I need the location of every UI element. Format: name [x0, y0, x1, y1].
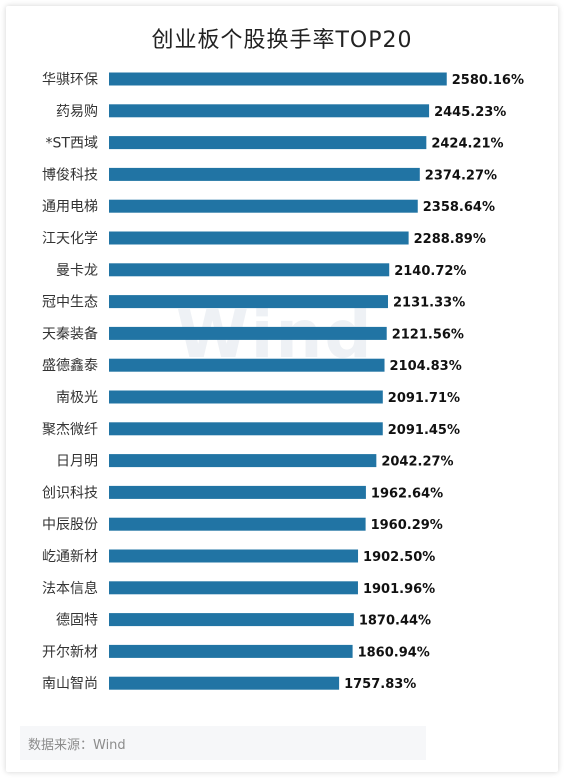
bar: [109, 485, 366, 499]
category-label: 通用电梯: [42, 199, 98, 215]
category-label: 聚杰微纤: [42, 422, 98, 438]
value-label: 1960.29%: [371, 518, 443, 533]
value-label: 2374.27%: [425, 168, 497, 183]
value-label: 2288.89%: [414, 232, 486, 247]
bar: [109, 199, 418, 213]
value-label: 2042.27%: [381, 455, 453, 470]
category-label: *ST西域: [46, 136, 98, 152]
bar: [109, 104, 430, 118]
category-label: 日月明: [56, 454, 98, 470]
value-label: 2091.45%: [388, 423, 460, 438]
bar: [109, 263, 390, 277]
category-label: 江天化学: [42, 231, 98, 247]
category-label: 盛德鑫泰: [42, 357, 98, 374]
bar: [109, 454, 377, 468]
bar: [109, 295, 388, 309]
chart-card: 创业板个股换手率TOP20 Wind 华骐环保 2580.16% 药易购 2445.2…: [6, 6, 558, 772]
value-label: 2445.23%: [434, 105, 506, 120]
category-label: 冠中生态: [42, 295, 98, 311]
bar: [109, 390, 383, 404]
bar: [109, 358, 385, 372]
category-label: 华骐环保: [42, 72, 98, 88]
bar: [109, 676, 340, 690]
bar: [109, 422, 383, 436]
chart-title: 创业板个股换手率TOP20: [151, 28, 413, 53]
bar: [109, 644, 353, 658]
value-label: 2131.33%: [393, 296, 465, 311]
value-label: 2121.56%: [392, 327, 464, 342]
value-label: 2091.71%: [388, 391, 460, 406]
category-label: 屹通新材: [42, 549, 98, 565]
category-label: 德固特: [56, 613, 98, 629]
bar: [109, 517, 366, 531]
category-label: 南山智尚: [42, 676, 98, 692]
bar: [109, 72, 447, 86]
value-label: 2358.64%: [423, 200, 495, 215]
bar: [109, 167, 420, 181]
value-label: 2104.83%: [390, 359, 462, 374]
bar: [109, 613, 354, 627]
value-label: 2140.72%: [394, 264, 466, 279]
value-label: 1757.83%: [344, 677, 416, 692]
value-label: 1962.64%: [371, 486, 443, 501]
category-label: 南极光: [56, 390, 98, 406]
source-note: 数据来源：Wind: [28, 738, 126, 753]
source-box: [20, 726, 426, 760]
category-label: 中辰股份: [42, 517, 98, 533]
value-label: 1901.96%: [363, 582, 435, 597]
value-label: 2424.21%: [431, 137, 503, 152]
bar: [109, 231, 409, 245]
bar-plot: 华骐环保 2580.16% 药易购 2445.23% *ST西域 2424.21% 博俊科技…: [42, 72, 524, 692]
value-label: 1870.44%: [359, 614, 431, 629]
bar: [109, 581, 358, 595]
value-label: 2580.16%: [452, 73, 524, 88]
bar: [109, 549, 359, 563]
category-label: 创识科技: [42, 485, 98, 501]
category-label: 曼卡龙: [56, 263, 98, 279]
category-label: 天秦装备: [42, 325, 98, 342]
category-label: 开尔新材: [42, 644, 98, 660]
category-label: 博俊科技: [42, 166, 98, 183]
bar: [109, 326, 387, 340]
category-label: 药易购: [56, 104, 98, 120]
bar: [109, 136, 427, 150]
value-label: 1902.50%: [363, 550, 435, 565]
category-label: 法本信息: [42, 580, 98, 597]
value-label: 1860.94%: [358, 645, 430, 660]
